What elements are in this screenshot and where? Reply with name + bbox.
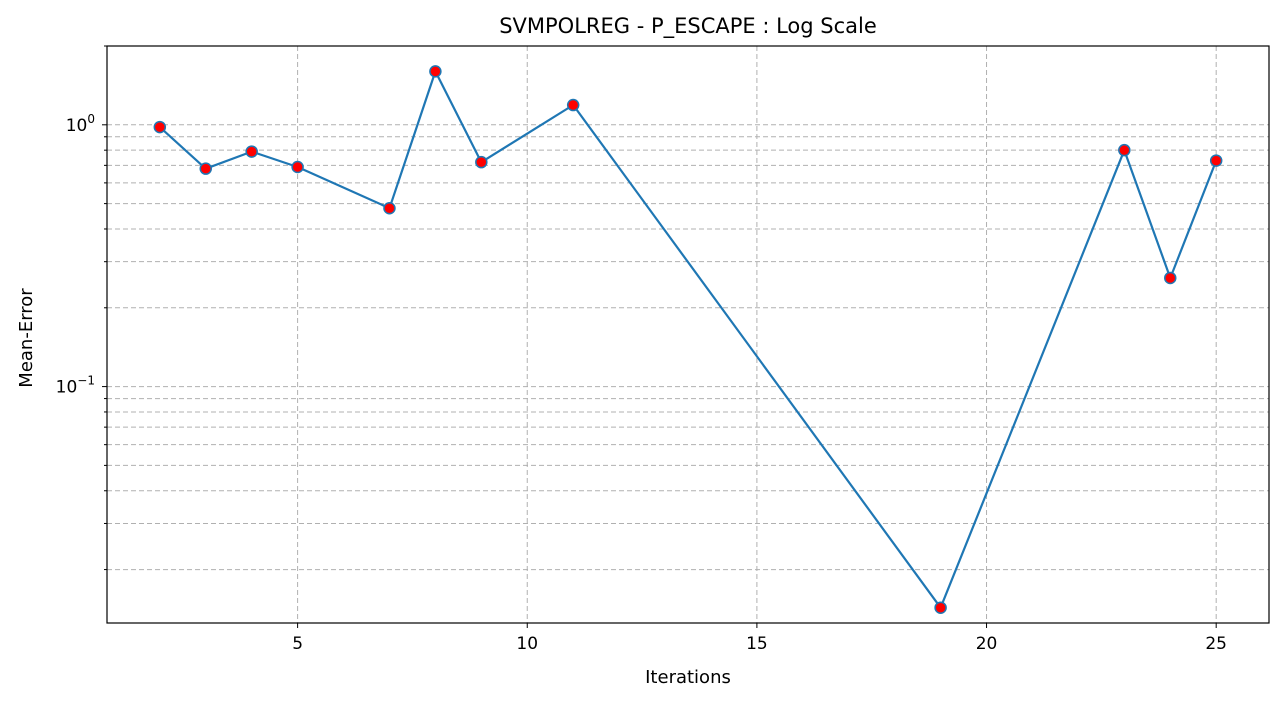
x-tick-label: 5	[292, 634, 303, 654]
data-point	[429, 65, 442, 78]
grid-lines	[107, 45, 1269, 623]
chart-title: SVMPOLREG - P_ESCAPE : Log Scale	[499, 14, 877, 39]
x-tick-label: 15	[746, 634, 768, 654]
x-tick-label: 25	[1205, 634, 1227, 654]
data-point	[934, 601, 947, 614]
series-line	[159, 70, 1218, 609]
y-tick-label: 10−1	[56, 374, 95, 398]
x-tick-label: 20	[976, 634, 998, 654]
data-point	[199, 162, 212, 175]
data-point	[1164, 271, 1177, 285]
data-series	[153, 65, 1223, 614]
x-tick-label: 10	[516, 634, 538, 654]
data-point	[245, 145, 258, 158]
x-axis-label: Iterations	[645, 667, 731, 688]
y-axis: 10−1 100	[56, 45, 107, 571]
data-point	[1209, 154, 1223, 167]
data-point	[383, 201, 396, 215]
data-point	[475, 155, 488, 169]
data-point	[291, 160, 304, 174]
plot-area-frame	[106, 45, 1270, 624]
y-axis-label: Mean-Error	[16, 288, 37, 388]
y-tick-label: 100	[66, 112, 95, 136]
x-axis: 5 10 15 20 25	[292, 623, 1227, 654]
data-point	[153, 120, 167, 134]
data-point	[566, 98, 580, 112]
data-point	[1118, 143, 1131, 157]
